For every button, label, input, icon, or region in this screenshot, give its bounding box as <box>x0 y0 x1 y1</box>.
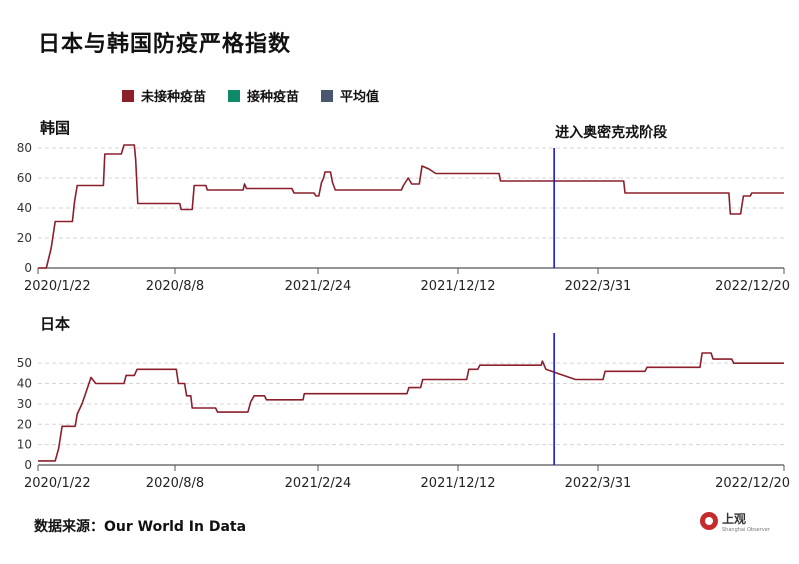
x-tick-label: 2021/2/24 <box>285 476 352 491</box>
y-tick-label: 10 <box>17 438 32 452</box>
logo-text: 上观 <box>722 512 747 526</box>
y-tick-label: 60 <box>17 171 32 185</box>
legend-swatch-unvaccinated <box>122 89 134 102</box>
x-tick-label: 2020/8/8 <box>146 279 204 294</box>
data-source: 数据来源：Our World In Data <box>34 519 247 535</box>
x-tick-label: 2020/8/8 <box>146 476 204 491</box>
omicron-annotation: 进入奥密克戎阶段 <box>555 124 667 141</box>
y-tick-label: 80 <box>17 141 32 155</box>
panel-title: 韩国 <box>40 119 70 137</box>
legend-label-average: 平均值 <box>340 90 380 105</box>
y-tick-label: 40 <box>17 377 32 391</box>
chart-title: 日本与韩国防疫严格指数 <box>38 32 292 57</box>
y-tick-label: 0 <box>24 261 32 275</box>
x-tick-label: 2021/2/24 <box>285 279 352 294</box>
legend-label-vaccinated: 接种疫苗 <box>247 90 300 105</box>
legend-item-vaccinated: 接种疫苗 <box>228 86 299 105</box>
legend-item-unvaccinated: 未接种疫苗 <box>122 86 206 105</box>
legend: 未接种疫苗 接种疫苗 平均值 <box>122 86 379 105</box>
legend-swatch-vaccinated <box>228 89 241 102</box>
logo-icon <box>700 511 718 530</box>
panel-title: 日本 <box>40 315 70 333</box>
logo-subtext: Shanghai Observer <box>722 527 770 533</box>
x-tick-label: 2022/3/31 <box>565 279 632 294</box>
y-tick-label: 20 <box>17 231 32 245</box>
x-tick-label: 2022/12/20 <box>715 279 790 294</box>
x-tick-label: 2022/12/20 <box>715 476 790 491</box>
x-tick-label: 2020/1/22 <box>24 476 91 491</box>
x-tick-label: 2021/12/12 <box>421 476 496 491</box>
x-tick-label: 2022/3/31 <box>565 476 632 491</box>
legend-label-unvaccinated: 未接种疫苗 <box>141 90 207 105</box>
y-tick-label: 50 <box>17 356 32 370</box>
y-tick-label: 20 <box>17 417 32 431</box>
brand-logo: 上观 Shanghai Observer <box>700 508 770 533</box>
y-tick-label: 30 <box>17 397 32 411</box>
y-tick-label: 40 <box>17 201 32 215</box>
logo-wordmark: 上观 Shanghai Observer <box>722 508 770 533</box>
series-line-unvaccinated <box>38 144 784 269</box>
legend-swatch-average <box>321 89 334 102</box>
series-line-unvaccinated <box>38 352 784 462</box>
x-tick-label: 2020/1/22 <box>24 279 91 294</box>
x-tick-label: 2021/12/12 <box>421 279 496 294</box>
y-tick-label: 0 <box>24 458 32 472</box>
legend-item-average: 平均值 <box>321 86 379 105</box>
